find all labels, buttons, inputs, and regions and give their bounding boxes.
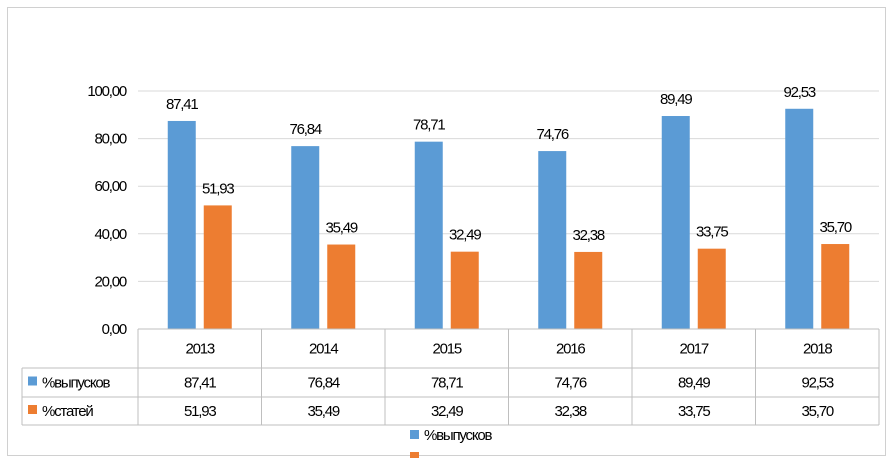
y-tick-label: 0,00 bbox=[102, 321, 127, 338]
category-label: 2014 bbox=[309, 341, 338, 358]
category-label: 2015 bbox=[432, 341, 461, 358]
bar-vypuskov bbox=[785, 108, 814, 330]
data-label: 76,84 bbox=[289, 121, 321, 138]
table-cell-value: 89,49 bbox=[678, 375, 710, 392]
data-label: 78,71 bbox=[413, 117, 445, 134]
bar-statey bbox=[697, 248, 726, 329]
data-label: 87,41 bbox=[166, 96, 198, 113]
table-cell-value: 32,49 bbox=[431, 403, 463, 420]
y-tick-label: 60,00 bbox=[94, 178, 126, 195]
bar-statey bbox=[574, 251, 603, 329]
data-label: 33,75 bbox=[696, 224, 728, 241]
category-label: 2013 bbox=[185, 341, 214, 358]
y-tick-label: 40,00 bbox=[94, 226, 126, 243]
table-cell-value: 78,71 bbox=[431, 375, 463, 392]
bar-statey bbox=[327, 244, 356, 329]
table-cell-value: 87,41 bbox=[184, 375, 216, 392]
data-label: 32,38 bbox=[572, 227, 604, 244]
y-tick-label: 100,00 bbox=[87, 83, 127, 100]
table-cell-value: 35,70 bbox=[801, 403, 833, 420]
bar-vypuskov bbox=[538, 151, 567, 329]
legend-swatch bbox=[410, 430, 419, 439]
table-legend-swatch bbox=[28, 376, 37, 386]
data-label: 74,76 bbox=[536, 126, 568, 143]
table-cell-value: 35,49 bbox=[307, 403, 339, 420]
bar-statey bbox=[203, 205, 232, 329]
legend-swatch-cut bbox=[410, 452, 419, 458]
chart-frame bbox=[7, 7, 886, 456]
table-cell-value: 32,38 bbox=[554, 403, 586, 420]
bar-vypuskov bbox=[167, 120, 196, 329]
table-cell-value: 74,76 bbox=[554, 375, 586, 392]
data-label: 35,70 bbox=[819, 219, 851, 236]
y-tick-label: 20,00 bbox=[94, 273, 126, 290]
bar-vypuskov bbox=[291, 146, 320, 329]
bar-statey bbox=[450, 251, 479, 329]
table-series-name: %выпусков bbox=[42, 375, 111, 392]
table-legend-swatch bbox=[28, 405, 37, 414]
bar-vypuskov bbox=[661, 116, 690, 330]
bar-vypuskov bbox=[414, 141, 443, 329]
category-label: 2016 bbox=[556, 341, 585, 358]
table-cell-value: 33,75 bbox=[678, 403, 710, 420]
table-cell-value: 76,84 bbox=[307, 375, 339, 392]
category-label: 2017 bbox=[679, 341, 708, 358]
table-series-name: %статей bbox=[42, 403, 93, 420]
data-label: 51,93 bbox=[202, 180, 234, 197]
bar-statey bbox=[821, 244, 850, 329]
legend-label: %выпусков bbox=[424, 427, 493, 444]
data-label: 32,49 bbox=[449, 227, 481, 244]
category-label: 2018 bbox=[803, 341, 832, 358]
table-cell-value: 51,93 bbox=[184, 403, 216, 420]
table-cell-value: 92,53 bbox=[801, 375, 833, 392]
data-label: 89,49 bbox=[660, 91, 692, 108]
y-tick-label: 80,00 bbox=[94, 131, 126, 148]
data-label: 92,53 bbox=[783, 84, 815, 101]
data-label: 35,49 bbox=[325, 220, 357, 237]
